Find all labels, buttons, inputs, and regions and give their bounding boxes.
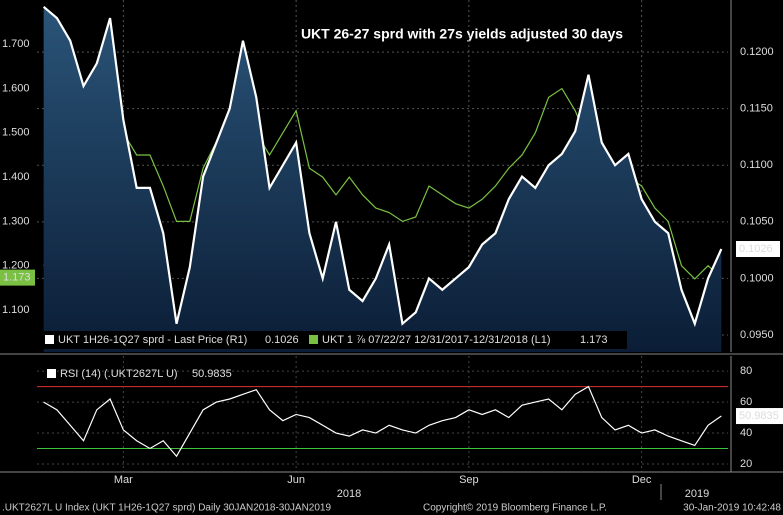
line (43, 385, 722, 458)
last-value-r1-box (736, 241, 780, 258)
y2-tick-label: 0.1000 (740, 272, 774, 284)
last-value-rsi-box (736, 408, 783, 425)
y-tick-label: 1.200 (2, 260, 30, 272)
y2-tick-label: 0.0950 (740, 329, 774, 341)
y2-tick-label: 0.1050 (740, 216, 774, 228)
legend-bg (37, 331, 627, 349)
year-label: 2018 (337, 488, 361, 500)
x-tick-label: Jun (287, 474, 305, 486)
last-value-r1: 0.1026 (739, 243, 773, 255)
x-tick-label: Dec (632, 474, 652, 486)
x-tick-label: Mar (114, 474, 133, 486)
last-value-l1: 1.173 (3, 272, 31, 284)
chart-title: UKT 26-27 sprd with 27s yields adjusted … (301, 26, 623, 42)
y-tick-label: 1.500 (2, 127, 30, 139)
last-value-rsi: 50.9835 (739, 410, 779, 422)
legend-swatch (45, 335, 54, 344)
line (42, 5, 723, 328)
y-tick-label: 1.400 (2, 171, 30, 183)
y2-tick-label: 0.1200 (740, 46, 774, 58)
legend-value: 0.1026 (265, 334, 299, 346)
y2-tick-label: 0.1100 (740, 159, 773, 171)
area (43, 6, 722, 353)
last-value-l1-box (0, 269, 35, 286)
legend-label: UKT 1 ⅞ 07/22/27 12/31/2017-12/31/2018 (… (322, 334, 551, 346)
y-tick-label: 1.600 (2, 82, 30, 94)
year-label: 2019 (685, 488, 709, 500)
y-tick-label: 40 (740, 427, 752, 439)
y-tick-label: 20 (740, 458, 752, 470)
legend-label: RSI (14) (.UKT2627L U) (60, 368, 178, 380)
y-tick-label: 1.300 (2, 215, 30, 227)
footer-left: .UKT2627L U Index (UKT 1H26-1Q27 sprd) D… (2, 503, 331, 514)
y2-tick-label: 0.1150 (740, 103, 773, 115)
legend-value: 50.9835 (192, 368, 232, 380)
x-tick-label: Sep (459, 474, 479, 486)
y-tick-label: 60 (740, 396, 752, 408)
legend-swatch (309, 335, 318, 344)
legend-value: 1.173 (580, 334, 608, 346)
footer-right: 30-Jan-2019 10:42:48 (683, 503, 781, 514)
y-tick-label: 1.100 (2, 304, 30, 316)
legend-label: UKT 1H26-1Q27 sprd - Last Price (R1) (58, 334, 247, 346)
legend-swatch (47, 369, 56, 378)
footer-center: Copyright© 2019 Bloomberg Finance L.P. (423, 503, 607, 514)
y-tick-label: 80 (740, 365, 752, 377)
y-tick-label: 1.700 (2, 38, 30, 50)
